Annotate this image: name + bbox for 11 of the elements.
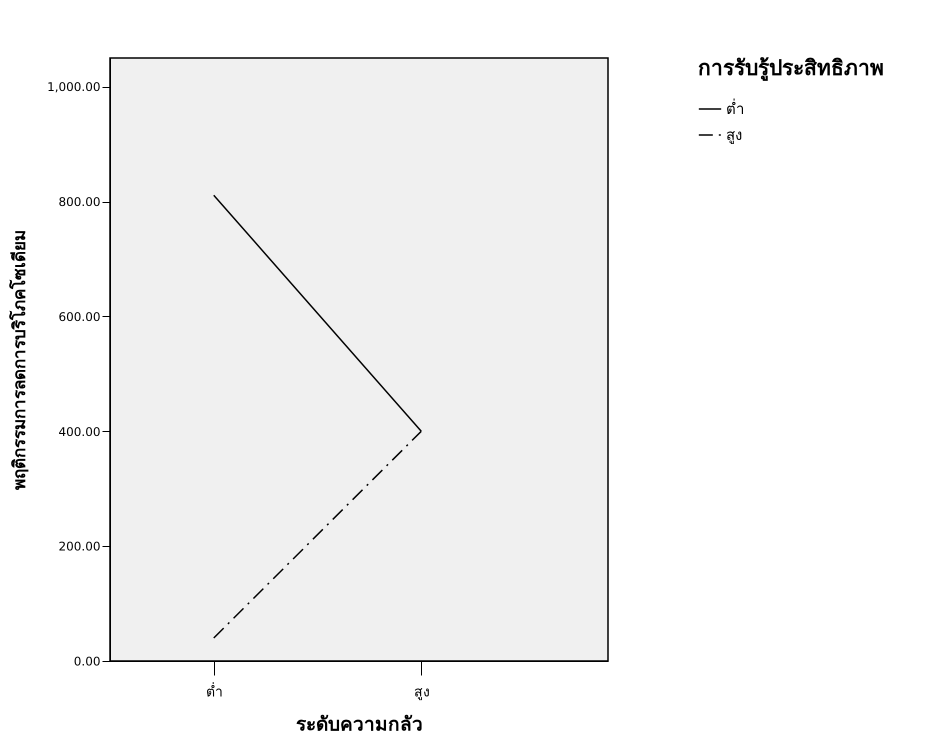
y-tick-label: 600.00 bbox=[58, 310, 100, 324]
legend-label: สูง bbox=[726, 126, 742, 144]
y-tick-label: 1,000.00 bbox=[47, 80, 100, 94]
y-tick-label: 800.00 bbox=[58, 195, 100, 210]
x-axis-title: ระดับความกลัว bbox=[296, 714, 423, 736]
legend-title: การรับรู้ประสิทธิภาพ bbox=[698, 56, 884, 82]
y-tick-label: 0.00 bbox=[74, 654, 100, 668]
y-axis-title: พฤติกรรมการลดการบริโภคโซเดียม bbox=[9, 230, 30, 490]
legend-label: ต่ำ bbox=[726, 98, 744, 118]
y-tick-label: 200.00 bbox=[58, 540, 100, 554]
y-tick-label: 400.00 bbox=[58, 424, 100, 439]
